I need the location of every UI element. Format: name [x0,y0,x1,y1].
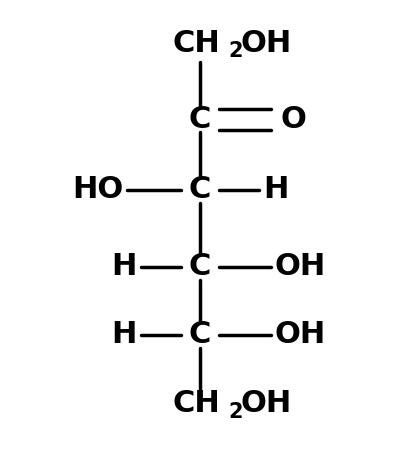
Text: H: H [111,252,137,281]
Text: C: C [189,252,211,281]
Text: H: H [263,175,289,204]
Text: H: H [111,320,137,349]
Text: OH: OH [274,252,326,281]
Text: C: C [189,175,211,204]
Text: HO: HO [72,175,124,204]
Text: 2: 2 [229,402,243,422]
Text: OH: OH [240,389,292,418]
Text: OH: OH [274,320,326,349]
Text: O: O [280,105,306,134]
Text: OH: OH [240,29,292,58]
Text: CH: CH [172,29,220,58]
Text: C: C [189,105,211,134]
Text: 2: 2 [229,42,243,61]
Text: C: C [189,320,211,349]
Text: CH: CH [172,389,220,418]
